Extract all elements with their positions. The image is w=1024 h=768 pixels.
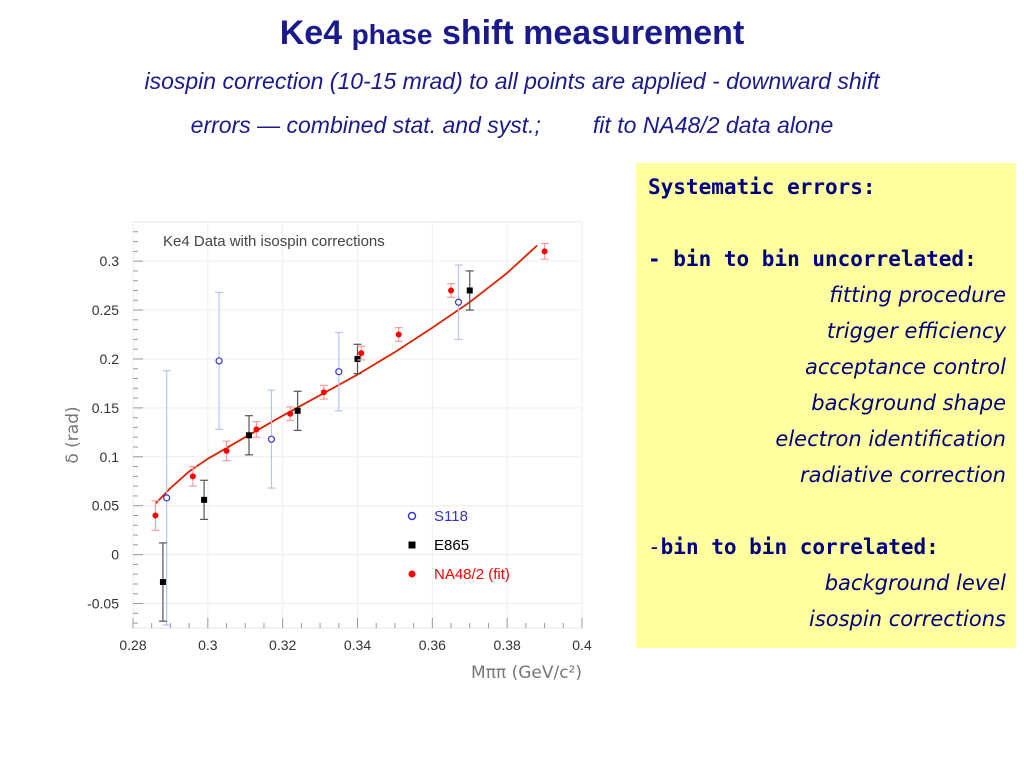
correlated-heading-line: -bin to bin correlated: [648,529,1006,565]
correlated-heading: bin to bin correlated: [660,535,939,559]
uncorrelated-item: acceptance control [804,355,1006,379]
s118-point [215,357,223,365]
systematic-errors-panel: Systematic errors: - bin to bin uncorrel… [636,163,1016,648]
correlated-item: background level [824,571,1006,595]
s118-point [454,298,463,306]
legend-label: E865 [434,537,469,554]
y-tick-label: 0.3 [100,253,120,269]
e865-point [466,287,473,294]
na48-2-fit-point [287,410,294,417]
systematic-errors-heading: Systematic errors: [648,175,876,199]
phase-shift-chart: 0.28 0.3 0.32 0.34 0.36 0.38 0.4 -0.05 0 0.05 0.1 0… [63,221,592,683]
na48-2-fit-point [358,350,365,357]
y-axis-label: δ (rad) [63,406,83,463]
slide-title: Ke4 phase shift measurement [0,14,1024,53]
chart-title: Ke4 Data with isospin corrections [163,233,385,250]
y-tick-label: 0 [111,547,119,563]
x-tick-label: 0.32 [269,637,296,653]
x-tick-label: 0.4 [572,637,592,653]
subtitle-fit-text: fit to NA48/2 data alone [592,112,834,138]
uncorrelated-heading: - bin to bin uncorrelated: [648,247,977,271]
na48-2-fit-point [541,248,548,255]
uncorrelated-item: background shape [811,391,1006,415]
na48-2-fit-point [320,389,327,396]
x-tick-label: 0.28 [119,637,146,653]
e865-point [294,407,301,414]
e865-point [245,432,252,439]
uncorrelated-item: fitting procedure [829,283,1006,307]
s118-point [163,494,171,502]
subtitle-errors-text: errors — combined stat. and syst.; [190,112,541,138]
subtitle-isospin: isospin correction (10-15 mrad) to all p… [144,68,880,94]
title-part-2: phase [351,19,433,50]
x-tick-label: 0.36 [419,637,446,653]
s118-point [267,435,276,443]
correlated-item: isospin corrections [808,607,1006,631]
y-tick-label: 0.1 [100,449,120,465]
y-tick-label: 0.25 [92,302,119,318]
title-part-1: Ke4 [279,14,352,52]
uncorrelated-item: electron identification [775,427,1006,451]
subtitle-errors: errors — combined stat. and syst.; fit to… [0,112,1024,139]
legend-marker [408,570,416,578]
x-tick-label: 0.3 [198,637,218,653]
na48-2-fit-point [395,331,402,338]
y-tick-label: 0.2 [100,351,120,367]
y-tick-label: -0.05 [87,596,119,612]
e865-point [354,355,361,362]
x-tick-label: 0.38 [494,637,521,653]
na48-2-fit-point [189,473,196,480]
uncorrelated-item: trigger efficiency [826,319,1006,343]
x-tick-label: 0.34 [344,637,371,653]
e865-point [201,496,208,503]
s118-point [335,368,343,376]
na48-2-fit-point [152,512,159,519]
e865-point [159,579,166,586]
x-axis-label: Mππ (GeV/c²) [471,663,582,683]
correlated-prefix: - [648,535,661,559]
legend-label: S118 [434,508,468,525]
legend-label: NA48/2 (fit) [434,566,510,583]
na48-2-fit-point [448,287,455,294]
na48-2-fit-point [223,447,230,454]
na48-2-fit-point [253,426,260,433]
legend-marker [408,541,416,549]
y-tick-label: 0.05 [92,498,119,514]
y-tick-label: 0.15 [92,400,119,416]
title-part-3: shift measurement [432,14,745,52]
uncorrelated-item: radiative correction [800,463,1006,487]
legend-marker [407,511,417,521]
